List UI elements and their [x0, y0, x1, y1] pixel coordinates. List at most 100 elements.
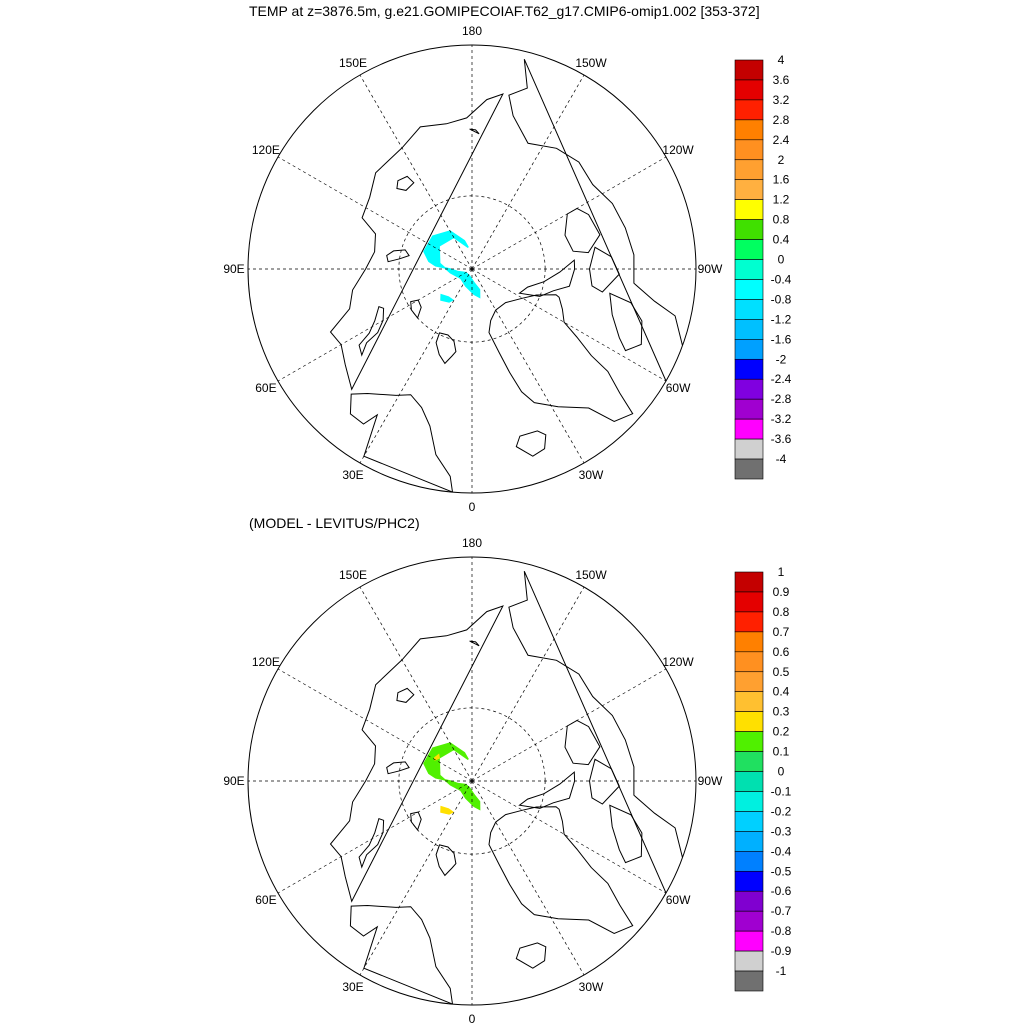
colorbar-label: 0.8: [773, 605, 790, 619]
colorbar-label: 1: [778, 565, 785, 579]
coastline-7: [518, 259, 576, 297]
field-patch-0: [423, 742, 481, 811]
colorbar-box: [734, 591, 764, 613]
colorbar-box: [734, 651, 764, 673]
colorbar-box: [734, 930, 764, 952]
colorbar-label: 0.8: [773, 213, 790, 227]
colorbar-box: [734, 631, 764, 653]
colorbar-label: -0.1: [771, 785, 792, 799]
colorbar-label: -0.9: [771, 944, 792, 958]
longitude-label: 90E: [223, 262, 244, 276]
colorbar-box: [734, 378, 764, 400]
longitude-label: 150E: [339, 56, 367, 70]
longitude-label: 30E: [342, 468, 363, 482]
field-patch-1: [440, 805, 455, 815]
meridian-line: [277, 156, 473, 270]
colorbar-model-minus-levitus: 1 0.9 0.8 0.7 0.6 0.5 0.4 0.3 0.2 0.1 0 -0.1 -0.2 -0.…: [734, 565, 792, 992]
coastline-3: [410, 299, 422, 319]
colorbar-box: [734, 571, 764, 593]
coastline-9: [588, 246, 620, 293]
colorbar-label: -0.8: [771, 292, 792, 306]
colorbar-label: 3.6: [773, 73, 790, 87]
colorbar-label: 0.9: [773, 585, 790, 599]
colorbar-box: [734, 691, 764, 712]
longitude-label: 150W: [575, 56, 607, 70]
meridian-line: [359, 74, 473, 270]
colorbar-label: -1: [776, 964, 787, 978]
colorbar-box: [734, 751, 764, 772]
colorbar-box: [734, 890, 764, 912]
colorbar-label: 0: [778, 253, 785, 267]
longitude-label: 0: [469, 1012, 476, 1024]
colorbar-label: 0.2: [773, 725, 790, 739]
colorbar-box: [734, 179, 764, 200]
map-border: [247, 44, 697, 494]
colorbar-label: -3.2: [771, 412, 792, 426]
colorbar-box: [734, 711, 764, 732]
colorbar-label: 0.5: [773, 665, 790, 679]
longitude-label: 150W: [575, 568, 607, 582]
colorbar-label: 0.6: [773, 645, 790, 659]
colorbar-box: [734, 418, 764, 440]
colorbar-box: [734, 299, 764, 320]
field-layer: [423, 742, 481, 815]
colorbar-box: [734, 970, 764, 992]
coastline-2: [358, 305, 385, 357]
colorbar-box: [734, 851, 764, 872]
meridian-line: [471, 268, 585, 464]
longitude-label: 60E: [255, 893, 276, 907]
longitude-label: 180: [462, 24, 482, 38]
coastline-12: [508, 58, 689, 382]
coastline-13: [349, 904, 454, 1005]
meridian-line: [277, 780, 473, 894]
colorbar-box: [734, 159, 764, 181]
coastline-8: [564, 207, 601, 254]
coastline-11: [515, 430, 547, 457]
colorbar-box: [734, 239, 764, 260]
longitude-label: 0: [469, 500, 476, 514]
colorbar-label: 2.4: [773, 133, 790, 147]
meridian-line: [359, 586, 473, 782]
coastline-4: [386, 761, 410, 775]
colorbar-box: [734, 139, 764, 161]
meridian-line: [471, 780, 585, 976]
field-patch-1: [440, 293, 455, 303]
coastline-layer: [329, 570, 689, 1005]
field-patch-2: [433, 753, 440, 761]
field-layer: [423, 230, 481, 303]
colorbar-box: [734, 59, 764, 81]
longitude-label: 120W: [662, 143, 694, 157]
colorbar-label: 0.7: [773, 625, 790, 639]
graticule: [248, 557, 696, 1005]
coastline-14: [329, 93, 504, 391]
coastline-7: [518, 771, 576, 809]
colorbar-box: [734, 259, 764, 280]
colorbar-label: 0.4: [773, 685, 790, 699]
coastline-layer: [329, 58, 689, 493]
coastline-9: [588, 758, 620, 805]
coastline-6: [469, 128, 480, 135]
meridian-line: [277, 268, 473, 382]
longitude-label: 90W: [698, 774, 723, 788]
colorbar-label: -2: [776, 352, 787, 366]
meridian-line: [359, 780, 473, 976]
field-patch-0: [423, 230, 481, 299]
colorbar-label: 4: [778, 53, 785, 67]
colorbar-label: 0: [778, 765, 785, 779]
colorbar-label: -4: [776, 452, 787, 466]
colorbar-label: 3.2: [773, 93, 790, 107]
meridian-line: [277, 668, 473, 782]
colorbar-label: -1.6: [771, 332, 792, 346]
colorbar-box: [734, 339, 764, 360]
longitude-label: 30W: [579, 468, 604, 482]
longitude-label: 120E: [252, 655, 280, 669]
colorbar-box: [734, 279, 764, 300]
coastline-10: [609, 292, 643, 352]
colorbar-box: [734, 791, 764, 812]
meridian-line: [471, 268, 667, 382]
coastline-14: [329, 605, 504, 903]
meridian-line: [471, 668, 667, 782]
coastline-2: [358, 817, 385, 869]
colorbar-box: [734, 950, 764, 972]
colorbar-model-temperature: 4 3.6 3.2 2.8 2.4 2 1.6 1.2 0.8 0.4 0 -0.4 -0.8 -1.2 -…: [734, 53, 792, 480]
